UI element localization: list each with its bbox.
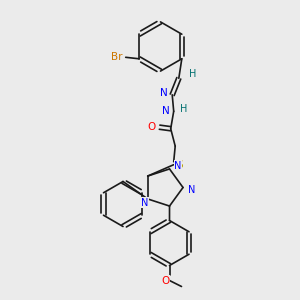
Text: H: H	[189, 69, 196, 79]
Text: O: O	[161, 275, 169, 286]
Text: N: N	[174, 161, 182, 171]
Text: N: N	[141, 198, 148, 208]
Text: N: N	[188, 185, 195, 195]
Text: S: S	[176, 160, 183, 170]
Text: O: O	[147, 122, 155, 132]
Text: N: N	[160, 88, 168, 98]
Text: Br: Br	[111, 52, 122, 62]
Text: N: N	[162, 106, 170, 116]
Text: H: H	[180, 104, 187, 114]
